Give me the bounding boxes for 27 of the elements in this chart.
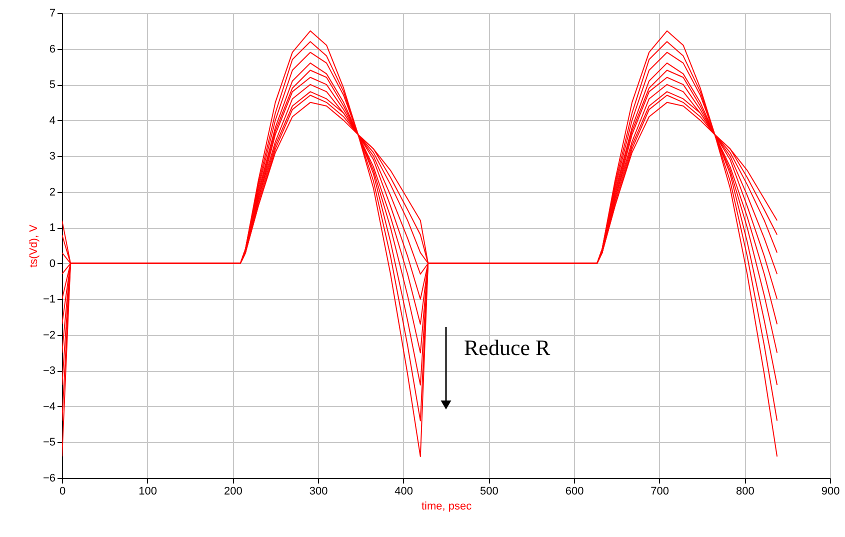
y-tick-label: −1 — [42, 294, 56, 306]
x-tick-label: 700 — [650, 486, 670, 498]
x-tick-label: 400 — [394, 486, 414, 498]
y-tick-label: 7 — [49, 8, 56, 20]
x-tick-label: 800 — [736, 486, 754, 498]
y-axis-title: ts(Vd), V — [28, 224, 40, 268]
x-tick-label: 200 — [224, 486, 242, 498]
x-tick-label: 100 — [138, 486, 158, 498]
y-tick-label: −4 — [42, 400, 56, 413]
y-tick-label: −3 — [42, 365, 56, 378]
x-tick-label: 500 — [480, 486, 498, 498]
x-tick-label: 0 — [59, 486, 66, 498]
y-tick-label: −2 — [42, 329, 56, 342]
x-axis-title: time, psec — [421, 500, 472, 512]
y-tick-label: −6 — [42, 472, 56, 484]
y-tick-label: 4 — [49, 114, 56, 127]
y-tick-label: 0 — [49, 258, 56, 270]
y-tick-label: 1 — [49, 222, 56, 234]
x-tick-label: 900 — [821, 486, 840, 498]
annotation: Reduce R — [464, 335, 550, 360]
y-tick-label: 2 — [49, 186, 56, 198]
y-tick-label: 5 — [49, 79, 56, 92]
x-tick-label: 600 — [565, 486, 584, 498]
y-tick-label: −5 — [42, 436, 56, 449]
y-tick-label: 6 — [49, 43, 56, 56]
x-tick-label: 300 — [309, 486, 328, 498]
y-tick-label: 3 — [49, 150, 56, 163]
